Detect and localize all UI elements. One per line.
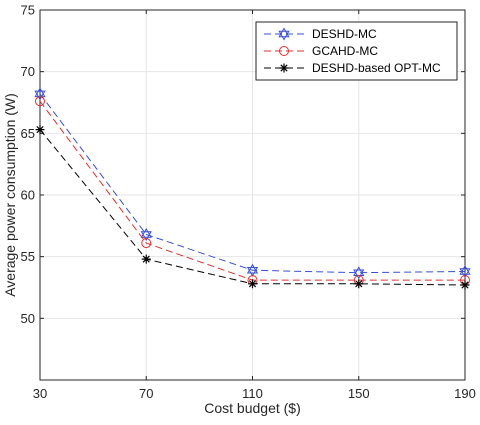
x-tick-label: 70 <box>139 386 153 401</box>
y-axis-label: Average power consumption (W) <box>2 93 18 297</box>
x-tick-label: 30 <box>33 386 47 401</box>
data-point <box>140 227 152 238</box>
data-point-overlay <box>246 266 259 277</box>
data-point <box>246 263 259 274</box>
data-point <box>248 279 257 289</box>
y-tick-label: 75 <box>21 3 35 18</box>
y-tick-label: 60 <box>21 188 35 203</box>
legend-label: GCAHD-MC <box>312 44 378 58</box>
data-point <box>35 96 45 107</box>
data-point <box>141 254 151 264</box>
legend-item: GCAHD-MC <box>264 44 378 58</box>
data-point-overlay <box>34 90 46 101</box>
data-point <box>460 280 470 290</box>
axis-ticks: 30 70 110 150 190 50 55 60 65 70 75 <box>21 3 476 402</box>
x-tick-label: 110 <box>242 386 263 401</box>
y-tick-label: 70 <box>21 64 35 79</box>
series-line <box>39 93 466 274</box>
legend-label: DESHD-based OPT-MC <box>312 61 441 75</box>
data-point <box>278 27 290 38</box>
x-axis-label: Cost budget ($) <box>204 400 301 416</box>
legend-item: DESHD-based OPT-MC <box>264 61 441 75</box>
data-point <box>354 279 364 289</box>
data-point-overlay <box>353 269 365 280</box>
data-point <box>459 264 471 275</box>
data-point-overlay <box>140 231 152 241</box>
data-point <box>35 125 45 135</box>
data-point <box>279 46 289 56</box>
y-tick-label: 50 <box>21 311 35 326</box>
legend: DESHD-MC GCAHD-MC DESHD-based OPT-MC <box>255 21 458 81</box>
y-tick-label: 55 <box>21 249 35 264</box>
data-point-overlay <box>459 268 471 278</box>
series-2 <box>35 125 470 290</box>
data-point <box>141 238 152 249</box>
legend-item: DESHD-MC <box>264 27 377 41</box>
legend-label: DESHD-MC <box>312 27 377 41</box>
data-point-overlay <box>278 30 290 41</box>
y-tick-label: 65 <box>21 126 35 141</box>
data-point <box>279 63 289 73</box>
x-tick-label: 190 <box>454 386 476 401</box>
x-tick-label: 150 <box>348 386 370 401</box>
series-group <box>34 87 471 290</box>
